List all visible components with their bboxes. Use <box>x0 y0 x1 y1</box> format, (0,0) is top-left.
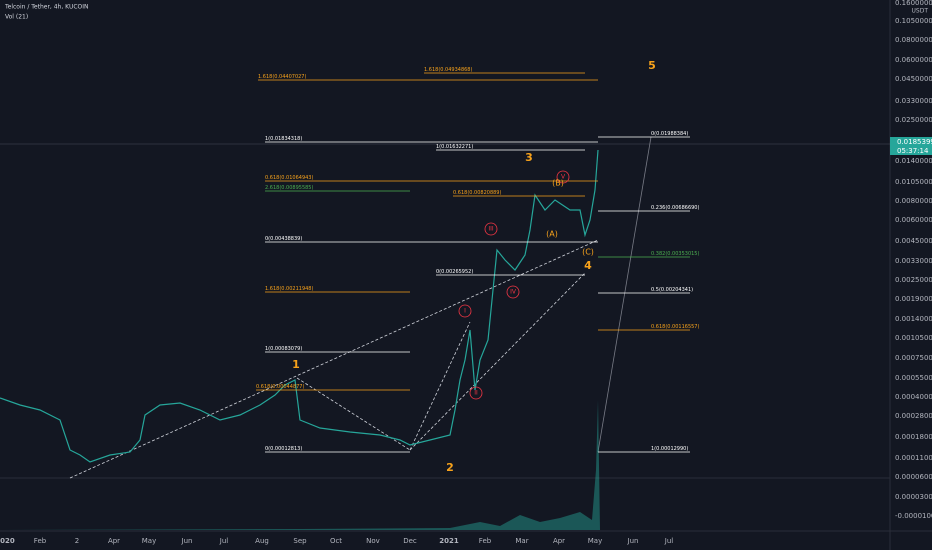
fib-label: 0.618(0.00044877) <box>256 384 304 390</box>
currency: USDT <box>912 8 929 15</box>
fib-label: 2.618(0.00895585) <box>265 185 313 191</box>
time-label: Apr <box>553 537 565 545</box>
correction-label: (C) <box>582 248 594 257</box>
price-label: -0.00001000 <box>895 512 932 520</box>
sub-wave-label: I <box>464 308 466 315</box>
current-price-box <box>890 137 932 155</box>
time-label: Mar <box>515 537 528 545</box>
wave-circle <box>484 222 498 236</box>
sub-wave-label: II <box>474 390 478 397</box>
fib-label: 0(0.01988384) <box>651 131 688 137</box>
wave-circle <box>458 304 472 318</box>
time-label: 2021 <box>439 537 459 545</box>
wave-label: 2 <box>446 461 454 474</box>
wave-circle <box>556 170 570 184</box>
sub-wave-label: V <box>561 174 566 181</box>
correction-label: (B) <box>552 179 564 188</box>
fib-label: 0(0.00438839) <box>265 236 302 242</box>
time-label: 2020 <box>0 537 15 545</box>
symbol: Telcoin / Tether, 4h, KUCOIN <box>4 4 89 11</box>
time-label: May <box>142 537 156 545</box>
time-label: Oct <box>330 537 342 545</box>
wave-label: 5 <box>648 59 656 72</box>
fib-label: 1(0.00083079) <box>265 346 302 352</box>
time-label: Jul <box>219 537 229 545</box>
indicator: Vol (21) <box>5 14 28 21</box>
wave-label: 1 <box>292 358 300 371</box>
fib-label: 1.618(0.04934868) <box>424 67 472 73</box>
time-label: Feb <box>34 537 47 545</box>
fib-label: 1.618(0.00211948) <box>265 286 313 292</box>
fib-label: 0.618(0.00820889) <box>453 190 501 196</box>
fib-label: 1(0.00012990) <box>651 446 688 452</box>
time-label: May <box>588 537 602 545</box>
sub-wave-label: III <box>488 226 494 233</box>
time-label: Jun <box>181 537 193 545</box>
countdown: 05:37:14 <box>897 147 929 155</box>
price-series <box>0 149 599 463</box>
fib-label: 0.382(0.00353015) <box>651 251 699 257</box>
time-label: Jul <box>664 537 674 545</box>
wave-label: 3 <box>525 151 533 164</box>
time-label: Nov <box>366 537 380 545</box>
price-label: 0.00003000 <box>895 493 932 501</box>
wave-circle <box>506 285 520 299</box>
correction-label: (A) <box>546 230 558 239</box>
time-label: 2 <box>75 537 79 545</box>
time-label: Sep <box>293 537 307 545</box>
projection-line <box>597 136 652 453</box>
time-label: Apr <box>108 537 120 545</box>
fib-label: 0.236(0.00686690) <box>651 205 699 211</box>
wave-circle <box>469 386 483 400</box>
time-label: Jun <box>627 537 639 545</box>
time-label: Feb <box>479 537 492 545</box>
sub-wave-label: IV <box>510 289 517 296</box>
time-label: Dec <box>403 537 417 545</box>
time-label: Aug <box>255 537 269 545</box>
fib-label: 0.618(0.01064943) <box>265 175 313 181</box>
fib-label: 0(0.00265952) <box>436 269 473 275</box>
fib-label: 0(0.00012813) <box>265 446 302 452</box>
current-price: 0.01853992 <box>897 138 932 146</box>
fib-label: 0.618(0.00116557) <box>651 324 699 330</box>
wave-label: 4 <box>584 259 592 272</box>
fib-label: 1(0.01834318) <box>265 136 302 142</box>
fib-label: 1(0.01632271) <box>436 144 473 150</box>
fib-label: 1.618(0.04407027) <box>258 74 306 80</box>
fib-label: 0.5(0.00204341) <box>651 287 693 293</box>
